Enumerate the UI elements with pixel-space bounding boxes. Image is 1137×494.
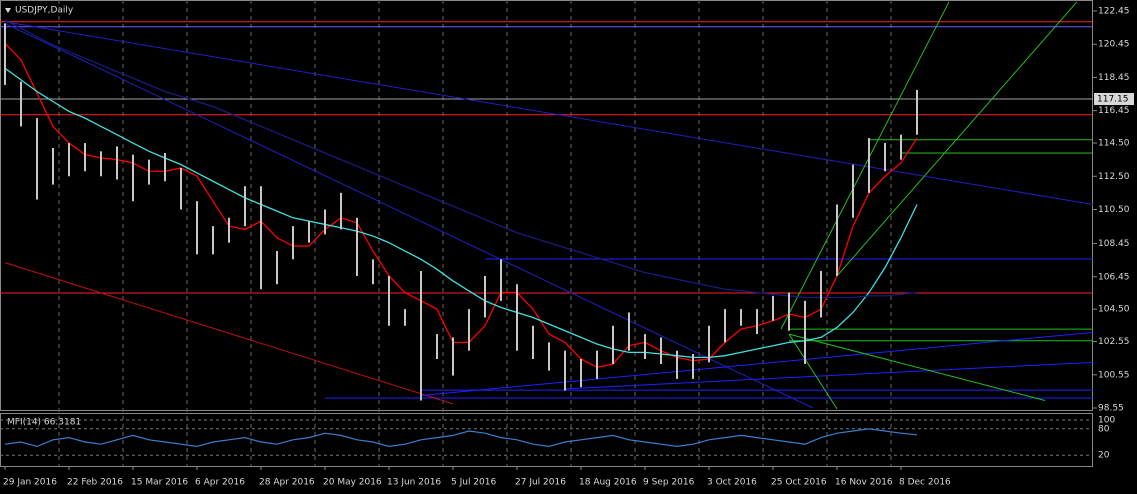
trend-line bbox=[4, 262, 454, 405]
main-panel bbox=[0, 0, 1093, 411]
y-tick-label: 120.45 bbox=[1098, 40, 1130, 50]
mfi-panel bbox=[0, 413, 1093, 467]
trend-line bbox=[564, 361, 1093, 390]
y-tick-label: 116.45 bbox=[1098, 106, 1130, 116]
x-tick-label: 22 Feb 2016 bbox=[67, 478, 123, 488]
y-tick-label: 110.50 bbox=[1098, 205, 1130, 215]
mfi-tick-label: 80 bbox=[1098, 424, 1110, 434]
x-tick-label: 6 Apr 2016 bbox=[195, 478, 245, 488]
y-tick-label: 118.45 bbox=[1098, 73, 1130, 83]
y-tick-label: 102.55 bbox=[1098, 337, 1130, 347]
x-tick-label: 18 Aug 2016 bbox=[579, 478, 637, 488]
y-tick-label: 106.45 bbox=[1098, 272, 1130, 282]
x-tick-label: 29 Jan 2016 bbox=[3, 478, 57, 488]
current-price-label: 117.15 bbox=[1097, 95, 1129, 105]
x-tick-label: 16 Nov 2016 bbox=[835, 478, 893, 488]
trend-line bbox=[4, 21, 1093, 205]
trend-line bbox=[4, 22, 814, 409]
mfi-tick-label: 20 bbox=[1098, 451, 1110, 461]
ma-line bbox=[4, 42, 918, 368]
x-tick-label: 8 Dec 2016 bbox=[899, 478, 951, 488]
ma-line bbox=[4, 67, 918, 358]
trend-line bbox=[836, 1, 1078, 277]
x-tick-label: 9 Sep 2016 bbox=[643, 478, 695, 488]
ma-line bbox=[4, 19, 918, 299]
y-tick-label: 108.45 bbox=[1098, 239, 1130, 249]
trend-line bbox=[788, 333, 1046, 402]
y-tick-label: 112.50 bbox=[1098, 172, 1130, 182]
y-tick-label: 122.45 bbox=[1098, 6, 1130, 16]
x-tick-label: 27 Jul 2016 bbox=[515, 478, 566, 488]
mfi-tick-label: 100 bbox=[1098, 416, 1115, 426]
x-tick-label: 5 Jul 2016 bbox=[451, 478, 496, 488]
chart-title: USDJPY,Daily bbox=[15, 6, 74, 16]
menu-arrow bbox=[5, 8, 11, 13]
y-tick-label: 104.50 bbox=[1098, 305, 1130, 315]
x-tick-label: 3 Oct 2016 bbox=[707, 478, 757, 488]
y-tick-label: 100.55 bbox=[1098, 370, 1130, 380]
x-tick-label: 28 Apr 2016 bbox=[259, 478, 315, 488]
x-tick-label: 15 Mar 2016 bbox=[131, 478, 188, 488]
x-tick-label: 25 Oct 2016 bbox=[771, 478, 827, 488]
y-tick-label: 98.55 bbox=[1098, 404, 1124, 414]
x-tick-label: 13 Jun 2016 bbox=[387, 478, 441, 488]
mfi-line bbox=[4, 428, 918, 448]
trend-line bbox=[788, 333, 838, 410]
current-price-box bbox=[1094, 93, 1134, 106]
mfi-title: MFI(14) 66.3181 bbox=[7, 418, 81, 428]
trend-line bbox=[780, 1, 950, 330]
trend-line bbox=[420, 331, 1093, 397]
x-tick-label: 20 May 2016 bbox=[323, 478, 382, 488]
y-tick-label: 114.50 bbox=[1098, 139, 1130, 149]
